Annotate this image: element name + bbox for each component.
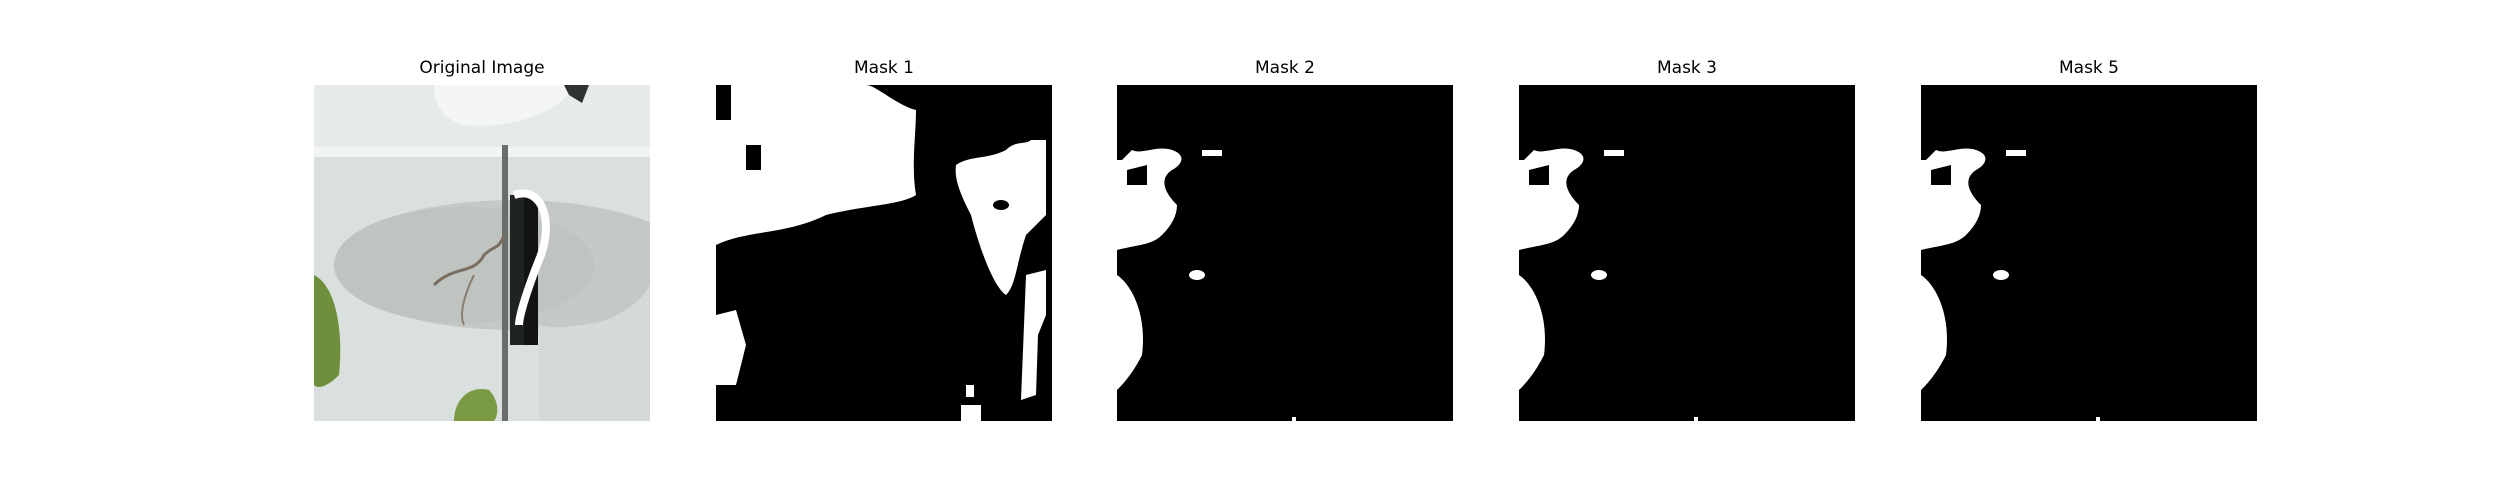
panel-title-mask-1: Mask 1 [853,58,914,78]
panel-title-original: Original Image [419,58,545,78]
panel-title-mask-3: Mask 3 [1656,58,1717,78]
mask-2-image [1117,85,1453,421]
mask-3-image [1519,85,1855,421]
panel-title-mask-2: Mask 2 [1254,58,1315,78]
panel-title-mask-5: Mask 5 [2058,58,2119,78]
mask-5-image [1921,85,2257,421]
mask-1-image [716,85,1052,421]
original-image [314,85,650,421]
